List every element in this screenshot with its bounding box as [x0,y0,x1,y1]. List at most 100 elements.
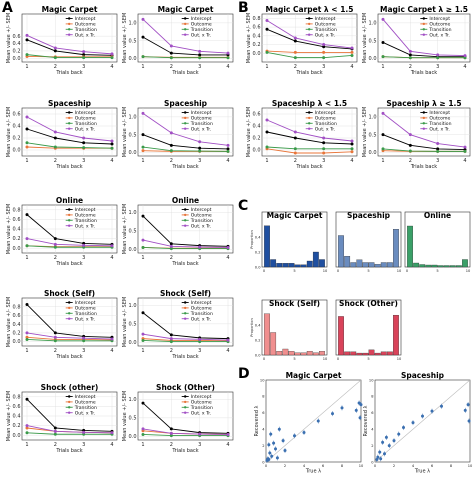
scatter-point [440,405,443,408]
legend-label: Intercept [191,394,212,400]
data-point [26,244,29,247]
data-point [142,311,145,314]
legend-label: Out. x Tr. [75,32,95,38]
bar [307,351,313,355]
data-point [142,433,145,436]
data-point [198,150,201,153]
data-point [26,331,29,334]
bar [432,265,438,267]
y-tick-label: 0.6 [253,25,261,31]
y-axis-label: Mean value +/- SEM [122,391,128,441]
legend-label: Outcome [191,306,212,312]
legend-label: Intercept [75,110,96,116]
scatter-point [421,415,424,418]
data-point [322,137,325,140]
y-tick-label: 0.6 [253,112,261,118]
data-point [382,147,385,150]
bar [277,263,283,267]
bar [387,263,393,268]
y-tick-label: 0.0 [255,353,261,357]
data-point [198,338,201,341]
x-tick-label: 5 [293,357,295,361]
scatter-point [388,444,391,447]
data-point [142,36,145,39]
legend-marker [423,34,425,36]
x-tick-label: 2 [284,464,286,468]
y-tick-label: 0.5 [129,228,137,234]
data-point [111,140,114,143]
legend-marker [184,111,186,113]
legend-label: Outcome [75,213,96,219]
bar [456,266,462,268]
scatter-point [341,406,344,409]
y-tick-label: 0.4 [13,41,21,47]
legend-label: Intercept [75,394,96,400]
x-axis-label: True λ [414,469,430,475]
data-point [170,144,173,147]
data-point [82,56,85,59]
bar [369,263,375,268]
scatter-point [284,449,287,452]
y-axis-label: Proportion [250,230,254,249]
scatter-point [272,442,275,445]
y-tick-label: 0.2 [13,331,21,337]
legend-marker [184,34,186,36]
data-point [351,47,354,50]
chart-title: Spaceship [164,99,208,108]
y-tick-label: 0.0 [129,340,137,346]
legend-label: Out. x Tr. [191,410,211,416]
legend-marker [68,17,70,19]
y-tick-label: 0.0 [253,51,261,57]
scatter-point [464,409,467,412]
legend-marker [184,318,186,320]
bar [357,353,363,355]
y-axis-label: Proportion [250,318,254,337]
data-point [26,128,29,131]
x-axis-label: Trials back [171,448,198,454]
chart-title: Spaceship λ < 1.5 [272,99,347,108]
bar [264,314,270,355]
data-point [111,338,114,341]
legend-label: Out. x Tr. [429,126,449,132]
y-tick-label: 0.2 [13,136,21,142]
legend-label: Outcome [191,213,212,219]
data-point [142,146,145,149]
data-point [266,131,269,134]
scatter-point [270,455,273,458]
data-point [82,337,85,340]
legend-label: Intercept [315,16,336,22]
scatter-point [412,421,415,424]
y-axis-label: Recovered λ [363,406,369,437]
y-tick-label: 0.4 [13,322,21,328]
legend-marker [184,28,186,30]
data-point [26,146,29,149]
x-axis-label: Trials back [410,164,437,170]
bar [277,351,283,355]
legend-label: Out. x Tr. [75,410,95,416]
bar [283,263,289,267]
y-tick-label: 0.6 [13,404,21,410]
y-tick-label: 0.8 [13,207,21,213]
bar [413,263,419,267]
scatter-point [317,420,320,423]
bar [420,265,426,268]
data-point [294,51,297,54]
legend-marker [68,225,70,227]
legend-marker [308,122,310,124]
y-tick-label: 0.2 [255,250,261,254]
legend-marker [68,395,70,397]
data-point [82,431,85,434]
legend-marker [423,111,425,113]
scatter-point [379,457,382,460]
bar [270,260,276,268]
legend-label: Transition [314,121,337,127]
legend-marker [184,406,186,408]
data-point [198,50,201,53]
scatter-point [276,456,279,459]
x-tick-label: 4 [110,348,113,354]
x-axis-label: Trials back [171,70,198,76]
legend-label: Intercept [429,16,450,22]
legend-marker [308,34,310,36]
y-tick-label: 0.2 [255,338,261,342]
data-point [294,137,297,140]
